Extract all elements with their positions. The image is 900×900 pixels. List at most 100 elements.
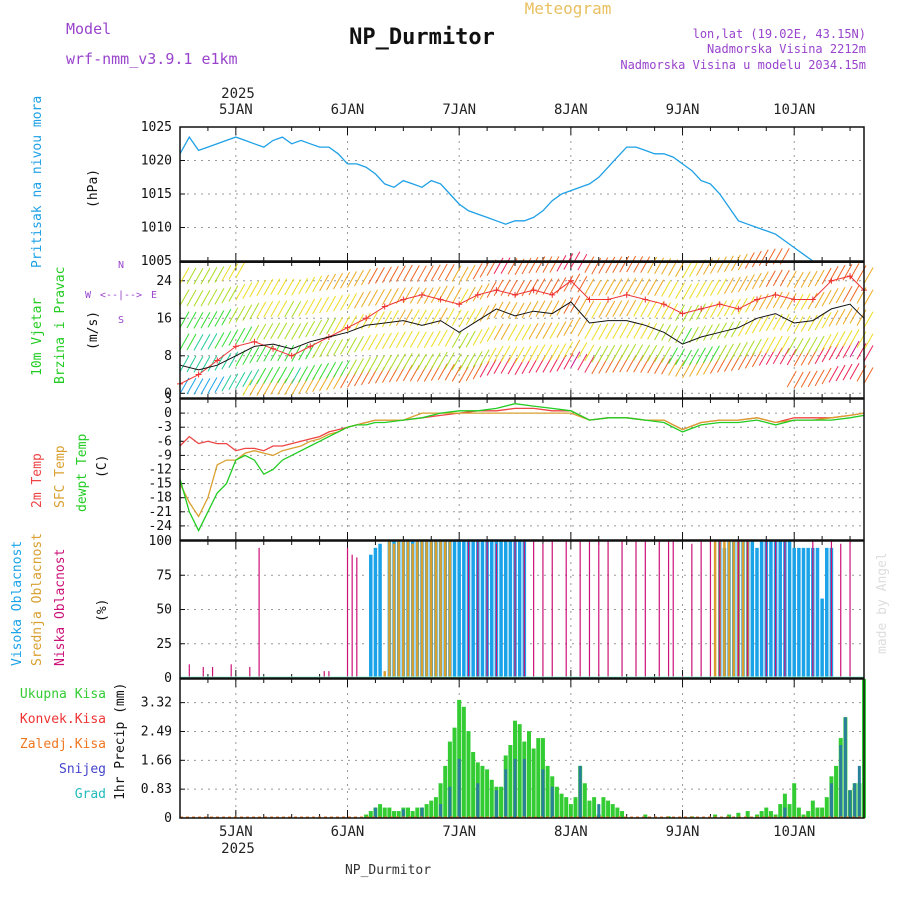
wind-barb bbox=[312, 363, 323, 381]
wind-gust-marker bbox=[363, 315, 370, 322]
wind-barb bbox=[535, 256, 546, 273]
wind-barb bbox=[800, 271, 811, 288]
compass-arrows: <--|--> bbox=[100, 290, 142, 301]
wind-barb bbox=[612, 256, 623, 273]
wind-gust-marker bbox=[400, 296, 407, 303]
wind-barb bbox=[458, 366, 469, 384]
wind-barb bbox=[661, 324, 672, 341]
wind-barb bbox=[514, 346, 525, 364]
wind-barb bbox=[423, 265, 434, 282]
wind-barb bbox=[298, 321, 309, 339]
cloud-bar-high bbox=[778, 541, 782, 678]
wind-barb bbox=[591, 301, 602, 319]
wind-barb bbox=[479, 361, 490, 378]
cloud-bar-high bbox=[801, 547, 806, 678]
wind-barb bbox=[437, 351, 448, 369]
wind-barb bbox=[479, 327, 490, 344]
wind-barb bbox=[507, 302, 518, 319]
wind-barb bbox=[486, 347, 497, 364]
wind-barb bbox=[193, 356, 204, 373]
wind-barb bbox=[214, 354, 225, 371]
cloud-bar-mid bbox=[392, 543, 396, 678]
wind-gust-marker bbox=[251, 338, 258, 345]
precip-bar-total bbox=[536, 738, 541, 818]
precip-bar-total bbox=[754, 814, 759, 818]
temp-axis-title: 2m Temp SFC Temp dewpt Temp (C) bbox=[30, 434, 110, 512]
wind-barb bbox=[500, 279, 511, 296]
cloud-bar-low bbox=[840, 543, 842, 678]
wind-barb bbox=[451, 265, 462, 282]
cloud-bar-low bbox=[356, 557, 358, 678]
wind-barb bbox=[312, 319, 323, 337]
wind-barb bbox=[514, 302, 525, 320]
wind-barb bbox=[535, 344, 546, 361]
wind-barb bbox=[493, 323, 504, 341]
wind-barb bbox=[507, 346, 518, 363]
temperature-ytick-label: 3 bbox=[164, 392, 172, 407]
wind-barb bbox=[737, 341, 748, 359]
wind-barb bbox=[619, 344, 630, 361]
wind-barb bbox=[472, 329, 483, 346]
wind-barb bbox=[842, 308, 853, 325]
precip-bar-total bbox=[382, 807, 387, 818]
wind-barb bbox=[751, 294, 762, 312]
wind-barb bbox=[235, 283, 246, 301]
wind-barb bbox=[214, 332, 225, 349]
wind-barb bbox=[584, 278, 595, 295]
wind-barb bbox=[284, 344, 295, 362]
precip-bar-total bbox=[778, 804, 783, 818]
wind-barb bbox=[570, 251, 581, 268]
wind-gust-marker bbox=[660, 301, 667, 308]
precip-bar-total bbox=[815, 807, 820, 818]
wind-gust-marker bbox=[474, 291, 481, 298]
wind-barb bbox=[626, 299, 637, 317]
precip-bar-total bbox=[768, 811, 773, 818]
wind-barb bbox=[542, 278, 553, 295]
wind-barb bbox=[451, 331, 462, 348]
wind-barb bbox=[402, 286, 413, 304]
wind-barb bbox=[682, 261, 692, 279]
wind-barb bbox=[563, 275, 574, 292]
wind-gust-marker bbox=[605, 296, 612, 303]
wind-barb bbox=[186, 377, 197, 395]
wind-barb bbox=[640, 322, 651, 340]
cloud-bar-high bbox=[508, 541, 513, 678]
model-elevation-label: Nadmorska Visina u modelu 2034.15m bbox=[620, 58, 866, 72]
wind-barb bbox=[619, 278, 630, 295]
temperature-ytick-label: -3 bbox=[156, 420, 172, 435]
precip-bar-total bbox=[466, 731, 471, 818]
wind-barb bbox=[200, 289, 211, 307]
wind-barb bbox=[291, 279, 302, 296]
wind-barb bbox=[863, 267, 874, 284]
wind-barb bbox=[458, 354, 469, 372]
wind-barb bbox=[863, 289, 874, 306]
wind-barb bbox=[612, 322, 623, 339]
wind-barb bbox=[647, 278, 658, 296]
wind-barb bbox=[556, 321, 567, 338]
cloud-bar-mid bbox=[741, 541, 745, 678]
wind-barb bbox=[423, 309, 434, 326]
cloud-bar-mid bbox=[723, 541, 726, 678]
wind-barb bbox=[200, 356, 211, 373]
wind-barb bbox=[249, 368, 260, 386]
precip-plot-area bbox=[180, 679, 864, 818]
wind-barb bbox=[570, 339, 581, 357]
wind-barb bbox=[570, 273, 581, 290]
wind-barb bbox=[647, 256, 658, 274]
wind-barb bbox=[751, 250, 762, 268]
cloud-bar-high bbox=[759, 541, 764, 678]
precip-bar-total bbox=[834, 765, 839, 818]
wind-barb bbox=[633, 300, 644, 317]
wind-gust-marker bbox=[735, 305, 742, 312]
precip-bar-total bbox=[364, 814, 369, 818]
cloud-bar-low bbox=[747, 541, 749, 678]
wind-barb bbox=[556, 343, 567, 360]
wind-barb bbox=[751, 316, 762, 334]
wind-barb bbox=[416, 265, 427, 282]
wind-barb bbox=[437, 363, 448, 380]
wind-barb bbox=[291, 301, 302, 318]
wind-gust-marker bbox=[586, 296, 593, 303]
wind-barb bbox=[374, 311, 385, 328]
wind-barb bbox=[235, 261, 246, 279]
wind-barb bbox=[563, 341, 574, 358]
